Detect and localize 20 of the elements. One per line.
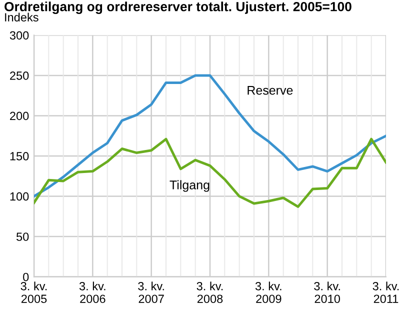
y-tick-label: 300 [10, 31, 29, 40]
x-tick-label: 3. kv. 2007 [138, 282, 164, 304]
series-label: Tilgang [170, 180, 210, 192]
x-tick-label: 3. kv. 2009 [255, 282, 282, 304]
x-tick-label: 3. kv. 2008 [196, 282, 223, 304]
y-tick-label: 50 [16, 232, 29, 241]
x-tick-label: 3. kv. 2010 [314, 282, 340, 304]
chart-title: Ordretilgang og ordrereserver totalt. Ujustert. 2005=100 [4, 2, 352, 14]
series-label: Reserve [248, 86, 293, 95]
y-axis-title: Indeks [5, 12, 38, 22]
line-series [34, 74, 386, 198]
line-series [34, 138, 386, 208]
y-tick-label: 0 [23, 272, 29, 282]
y-tick-label: 150 [10, 152, 29, 160]
y-tick-label: 200 [10, 112, 29, 120]
x-tick-label: 3. kv. 2011 [372, 282, 399, 304]
y-tick-label: 100 [10, 192, 29, 201]
y-tick-label: 250 [10, 72, 29, 80]
x-tick-label: 3. kv. 2006 [79, 282, 106, 304]
x-tick-label: 3. kv. 2005 [20, 282, 47, 304]
